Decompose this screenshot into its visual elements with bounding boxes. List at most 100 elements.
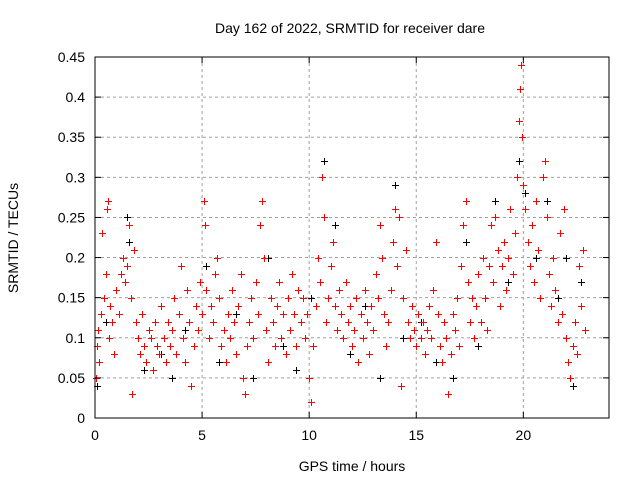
- y-tick-label: 0.1: [66, 330, 86, 346]
- data-point: [321, 214, 328, 221]
- data-point: [492, 198, 499, 205]
- data-point: [300, 295, 307, 302]
- data-point: [490, 279, 497, 286]
- data-point: [475, 343, 482, 350]
- data-point: [280, 311, 287, 318]
- data-point: [325, 295, 332, 302]
- data-point: [278, 335, 285, 342]
- data-point: [143, 359, 150, 366]
- data-point: [295, 287, 302, 294]
- data-point: [426, 303, 433, 310]
- data-point: [390, 239, 397, 246]
- data-point: [210, 319, 217, 326]
- data-point: [98, 311, 105, 318]
- data-point: [201, 198, 208, 205]
- data-point: [358, 311, 365, 318]
- y-tick-label: 0.15: [58, 290, 85, 306]
- y-tick-label: 0.25: [58, 209, 85, 225]
- data-point: [505, 255, 512, 262]
- data-point: [259, 198, 266, 205]
- data-point: [411, 327, 418, 334]
- data-point: [448, 351, 455, 358]
- data-point: [93, 375, 100, 382]
- series-selected: [93, 62, 589, 406]
- data-point: [126, 222, 133, 229]
- data-point: [334, 327, 341, 334]
- data-point: [158, 303, 165, 310]
- data-point: [231, 319, 238, 326]
- data-point: [561, 206, 568, 213]
- data-point: [150, 367, 157, 374]
- data-point: [570, 343, 577, 350]
- data-point: [274, 303, 281, 310]
- data-point: [270, 319, 277, 326]
- data-point: [330, 239, 337, 246]
- data-point: [120, 255, 127, 262]
- data-point: [315, 255, 322, 262]
- data-point: [400, 335, 407, 342]
- data-point: [373, 271, 380, 278]
- data-point: [308, 295, 315, 302]
- data-point: [435, 311, 442, 318]
- data-point: [336, 287, 343, 294]
- data-point: [467, 319, 474, 326]
- data-point: [131, 247, 138, 254]
- data-point: [191, 343, 198, 350]
- data-point: [537, 295, 544, 302]
- data-point: [428, 335, 435, 342]
- data-point: [469, 295, 476, 302]
- data-point: [250, 335, 257, 342]
- data-point: [229, 287, 236, 294]
- data-point: [221, 327, 228, 334]
- data-point: [520, 182, 527, 189]
- data-point: [557, 230, 564, 237]
- data-point: [345, 319, 352, 326]
- data-point: [265, 359, 272, 366]
- data-point: [240, 375, 247, 382]
- data-point: [570, 383, 577, 390]
- data-point: [340, 335, 347, 342]
- data-point: [233, 351, 240, 358]
- data-point: [535, 247, 542, 254]
- data-point: [413, 343, 420, 350]
- data-point: [424, 327, 431, 334]
- data-point: [443, 335, 450, 342]
- data-point: [351, 327, 358, 334]
- x-tick-label: 0: [91, 427, 99, 443]
- data-point: [565, 359, 572, 366]
- data-point: [124, 263, 131, 270]
- data-point: [338, 311, 345, 318]
- data-point: [195, 327, 202, 334]
- y-tick-label: 0: [77, 410, 85, 426]
- data-point: [244, 343, 251, 350]
- data-point: [360, 335, 367, 342]
- data-point: [109, 319, 116, 326]
- data-point: [180, 335, 187, 342]
- data-point: [113, 287, 120, 294]
- data-point: [308, 399, 315, 406]
- data-point: [512, 230, 519, 237]
- data-point: [347, 303, 354, 310]
- data-point: [403, 247, 410, 254]
- data-points: [93, 62, 589, 406]
- data-point: [246, 319, 253, 326]
- data-point: [182, 327, 189, 334]
- data-point: [550, 255, 557, 262]
- data-point: [422, 351, 429, 358]
- data-point: [478, 319, 485, 326]
- data-point: [225, 311, 232, 318]
- data-point: [276, 279, 283, 286]
- data-point: [173, 351, 180, 358]
- data-point: [488, 222, 495, 229]
- data-point: [235, 303, 242, 310]
- y-tick-label: 0.35: [58, 129, 85, 145]
- data-point: [522, 190, 529, 197]
- y-tick-label: 0.05: [58, 370, 85, 386]
- data-point: [248, 295, 255, 302]
- data-point: [552, 287, 559, 294]
- axis-ticks: 0 5 10 15 20 0 0.05 0.1 0.15 0.2 0.25 0.3 0.35 0.4 0.4…: [58, 49, 609, 443]
- data-point: [529, 222, 536, 229]
- data-point: [293, 343, 300, 350]
